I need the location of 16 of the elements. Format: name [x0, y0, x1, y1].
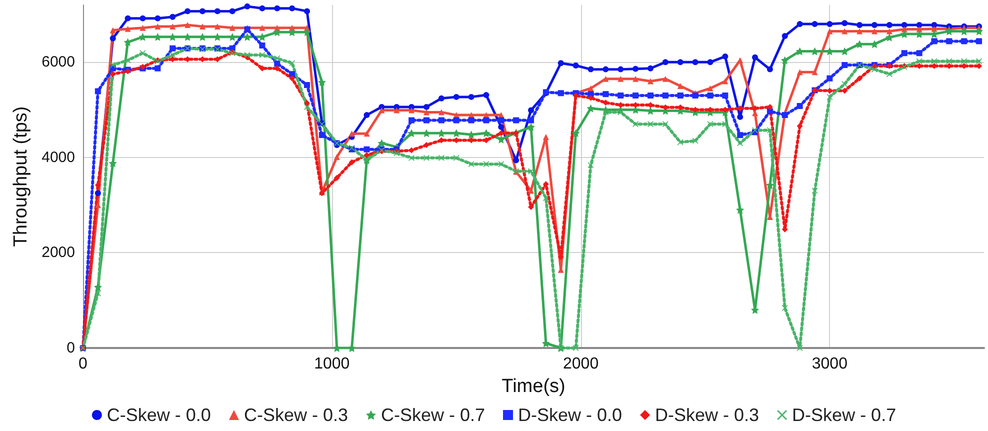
- x-tick-label: 1000: [314, 356, 350, 372]
- legend-label: C-Skew - 0.7: [380, 405, 486, 425]
- x-tick-label: 0: [78, 356, 88, 372]
- y-tick-label: 6000: [42, 54, 75, 71]
- x-tick-label: 2000: [562, 356, 599, 372]
- x-axis-title: Time(s): [502, 376, 566, 397]
- legend-label: D-Skew - 0.3: [655, 405, 760, 425]
- x-tick-label: 3000: [812, 356, 848, 372]
- legend-label: D-Skew - 0.7: [792, 405, 896, 425]
- legend-label: C-Skew - 0.3: [244, 405, 348, 425]
- y-tick-label: 0: [66, 340, 75, 356]
- y-tick-label: 2000: [42, 244, 75, 262]
- y-axis-title: Throughput (tps): [10, 106, 32, 247]
- y-tick-label: 4000: [42, 148, 75, 166]
- legend-label: D-Skew - 0.0: [518, 405, 622, 425]
- legend-label: C-Skew - 0.0: [106, 405, 211, 425]
